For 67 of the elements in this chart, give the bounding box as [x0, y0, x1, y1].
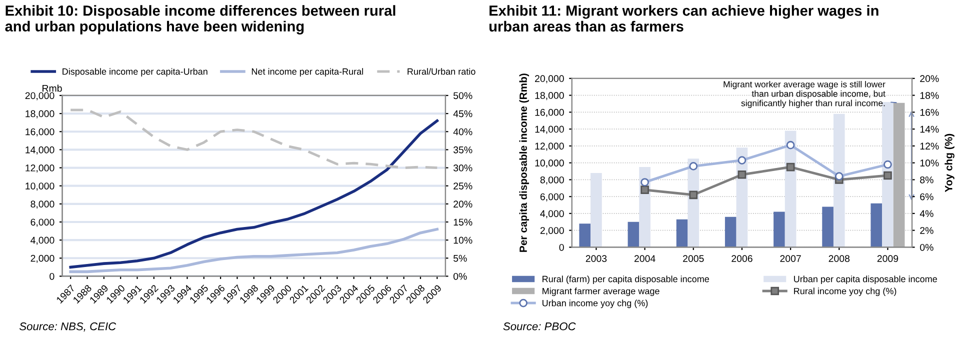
y2-tick-label: 30%	[453, 164, 472, 172]
y2-tick-label: 50%	[454, 92, 472, 100]
y2-tick-label: 40%	[453, 128, 472, 136]
legend-label: Net income per capita-Rural	[252, 68, 363, 77]
y2-tick-label: 15%	[454, 218, 472, 226]
y-tick-label: 14,000	[535, 126, 564, 134]
x-tick-label: 2009	[877, 255, 898, 262]
y-axis-title: Rmb	[42, 84, 62, 92]
y-tick-label: 2,000	[540, 227, 564, 236]
legend-label: Disposable income per capita-Urban	[62, 68, 208, 77]
x-tick-label: 2006	[732, 255, 752, 262]
y2-tick-label: 8%	[920, 176, 934, 184]
legend-label: Rural (farm) per capita disposable income	[542, 276, 710, 284]
y-tick-label: 0	[559, 244, 564, 251]
x-tick-label: 2005	[683, 255, 704, 262]
y-tick-label: 8,000	[30, 200, 54, 209]
y2-tick-label: 5%	[454, 254, 467, 262]
y-tick-label: 6,000	[540, 193, 564, 202]
y-tick-label: 12,000	[26, 164, 54, 173]
y2-tick-label: 0%	[453, 272, 467, 280]
source-note: Source: PBOC	[503, 322, 576, 330]
y-tick-label: 12,000	[535, 142, 564, 151]
y2-tick-label: 10%	[454, 236, 472, 244]
y-tick-label: 16,000	[26, 128, 54, 136]
chart-title: Exhibit 11: Migrant workers can achieve higher wages in urban areas than as farmers	[489, 5, 878, 32]
y2-tick-label: 45%	[453, 110, 472, 118]
y2-tick-label: 20%	[920, 75, 939, 82]
y-tick-label: 6,000	[30, 218, 54, 227]
y-tick-label: 18,000	[535, 92, 564, 100]
y-tick-label: 0	[50, 272, 54, 280]
y-tick-label: 20,000	[535, 75, 564, 84]
y2-tick-label: 0%	[920, 244, 934, 251]
y-tick-label: 4,000	[540, 210, 564, 218]
legend-label: Urban income yoy chg (%)	[542, 300, 648, 308]
y2-tick-label: 20%	[454, 200, 472, 208]
x-tick-label: 2008	[828, 255, 850, 262]
y2-tick-label: 4%	[920, 210, 934, 218]
source-note: Source: NBS, CEIC	[19, 322, 116, 332]
x-tick-label: 2007	[780, 255, 801, 262]
y-axis-title: Per capita disposable income (Rmb)	[519, 74, 529, 252]
x-tick-label: 2003	[586, 255, 607, 262]
y-tick-label: 8,000	[540, 176, 564, 184]
y2-tick-label: 25%	[454, 182, 472, 190]
y-tick-label: 4,000	[30, 236, 54, 245]
y-tick-label: 16,000	[535, 108, 564, 117]
y2-tick-label: 35%	[453, 146, 472, 154]
y-tick-label: 10,000	[535, 160, 564, 168]
legend-label: Rural income yoy chg (%)	[794, 288, 896, 296]
y-tick-label: 10,000	[26, 182, 54, 191]
y2-tick-label: 18%	[920, 92, 939, 99]
x-tick-label: 2004	[634, 255, 656, 262]
y2-tick-label: 16%	[920, 108, 939, 116]
legend-label: Urban per capita disposable income	[794, 276, 937, 284]
legend-label: Migrant farmer average wage	[542, 288, 660, 296]
y-tick-label: 20,000	[25, 92, 54, 100]
annotation: Migrant worker average wage is still lower than urban disposable income, but significantly higher than rural income.	[724, 80, 886, 108]
y-tick-label: 18,000	[26, 110, 54, 118]
y-tick-label: 2,000	[30, 254, 54, 263]
y-tick-label: 14,000	[26, 146, 54, 154]
y2-tick-label: 14%	[920, 126, 939, 133]
y2-axis-title: Yoy chg (%)	[944, 134, 954, 192]
y2-tick-label: 6%	[920, 193, 934, 200]
y2-tick-label: 12%	[920, 142, 939, 150]
chart-title: Exhibit 10: Disposable income differences between rural and urban populations have been widening	[5, 5, 396, 34]
y2-tick-label: 10%	[920, 160, 939, 166]
legend-label: Rural/Urban ratio	[408, 68, 476, 75]
y2-tick-label: 2%	[920, 227, 934, 234]
